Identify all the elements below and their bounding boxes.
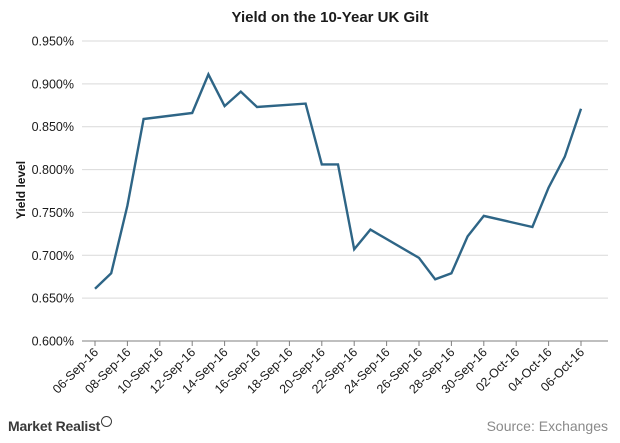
y-tick-label: 0.650% xyxy=(32,292,74,306)
brand-name: Market Realist xyxy=(8,418,101,434)
series-layer xyxy=(94,71,583,290)
x-axis-ticks: 06-Sep-1608-Sep-1610-Sep-1612-Sep-1614-S… xyxy=(50,341,587,396)
brand-logo: Market Realist xyxy=(8,416,113,434)
y-tick-label: 0.850% xyxy=(32,120,74,134)
y-tick-label: 0.750% xyxy=(32,206,74,220)
y-tick-label: 0.800% xyxy=(32,163,74,177)
y-axis-ticks: 0.600% 0.650% 0.700% 0.750% 0.800% 0.850% 0.90… xyxy=(32,35,74,349)
y-tick-label: 0.600% xyxy=(32,335,74,349)
chart-title: Yield on the 10-Year UK Gilt xyxy=(232,9,429,26)
series-line xyxy=(94,71,583,290)
gridlines xyxy=(82,40,608,299)
y-tick-label: 0.700% xyxy=(32,249,74,263)
y-axis-label: Yield level xyxy=(14,161,28,219)
y-tick-label: 0.900% xyxy=(32,77,74,91)
y-tick-label: 0.950% xyxy=(32,35,74,49)
brand-mark-icon xyxy=(101,416,113,427)
source-note: Source: Exchanges xyxy=(486,418,608,434)
